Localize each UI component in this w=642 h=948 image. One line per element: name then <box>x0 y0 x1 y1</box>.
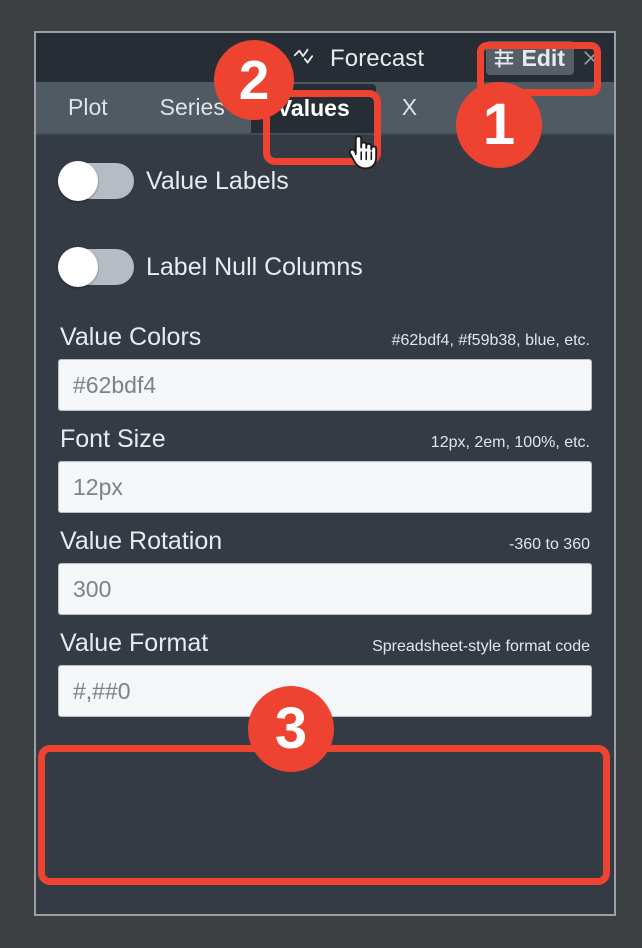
panel-header: Forecast Edit <box>36 33 614 82</box>
value-colors-hint: #62bdf4, #f59b38, blue, etc. <box>391 332 590 349</box>
value-rotation-hint: -360 to 360 <box>509 536 590 553</box>
tab-x[interactable]: X <box>401 94 418 120</box>
value-labels-row: Value Labels <box>58 151 592 211</box>
chart-dropdown-icon[interactable] <box>292 47 314 69</box>
value-format-hint: Spreadsheet-style format code <box>372 638 590 655</box>
value-format-label: Value Format <box>60 629 209 657</box>
font-size-field: Font Size 12px, 2em, 100%, etc. <box>58 425 592 513</box>
chart-settings-panel: Forecast Edit <box>34 31 616 916</box>
value-labels-toggle[interactable] <box>58 161 134 201</box>
font-size-input[interactable] <box>58 461 592 513</box>
field-header: Value Rotation -360 to 360 <box>58 527 592 563</box>
font-size-label: Font Size <box>60 425 166 453</box>
tab-series[interactable]: Series <box>159 94 225 120</box>
label-null-columns-label: Label Null Columns <box>146 252 363 281</box>
edit-button[interactable]: Edit <box>485 40 574 75</box>
value-format-field: Value Format Spreadsheet-style format co… <box>58 629 592 717</box>
label-null-columns-toggle[interactable] <box>58 247 134 287</box>
tab-plot[interactable]: Plot <box>68 94 108 120</box>
annotation-badge-3: 3 <box>248 686 334 772</box>
pointer-hand-cursor <box>344 131 378 171</box>
value-rotation-input[interactable] <box>58 563 592 615</box>
toggle-knob <box>58 247 98 287</box>
field-header: Value Colors #62bdf4, #f59b38, blue, etc… <box>58 323 592 359</box>
value-labels-label: Value Labels <box>146 166 289 195</box>
annotation-badge-1: 1 <box>456 82 542 168</box>
value-colors-input[interactable] <box>58 359 592 411</box>
annotation-badge-2: 2 <box>214 40 294 120</box>
value-colors-field: Value Colors #62bdf4, #f59b38, blue, etc… <box>58 323 592 411</box>
value-colors-label: Value Colors <box>60 323 202 351</box>
edit-button-label: Edit <box>521 44 565 71</box>
toggle-knob <box>58 161 98 201</box>
font-size-hint: 12px, 2em, 100%, etc. <box>430 434 590 451</box>
close-icon[interactable] <box>578 45 604 71</box>
settings-body: Value Labels Label Null Columns Value Co… <box>36 135 614 717</box>
label-null-columns-row: Label Null Columns <box>58 237 592 297</box>
panel-title: Forecast <box>330 45 425 72</box>
field-header: Value Format Spreadsheet-style format co… <box>58 629 592 665</box>
value-format-input[interactable] <box>58 665 592 717</box>
value-rotation-label: Value Rotation <box>60 527 223 555</box>
value-rotation-field: Value Rotation -360 to 360 <box>58 527 592 615</box>
sliders-icon <box>493 47 515 69</box>
field-header: Font Size 12px, 2em, 100%, etc. <box>58 425 592 461</box>
header-left-group: Forecast <box>36 33 424 82</box>
